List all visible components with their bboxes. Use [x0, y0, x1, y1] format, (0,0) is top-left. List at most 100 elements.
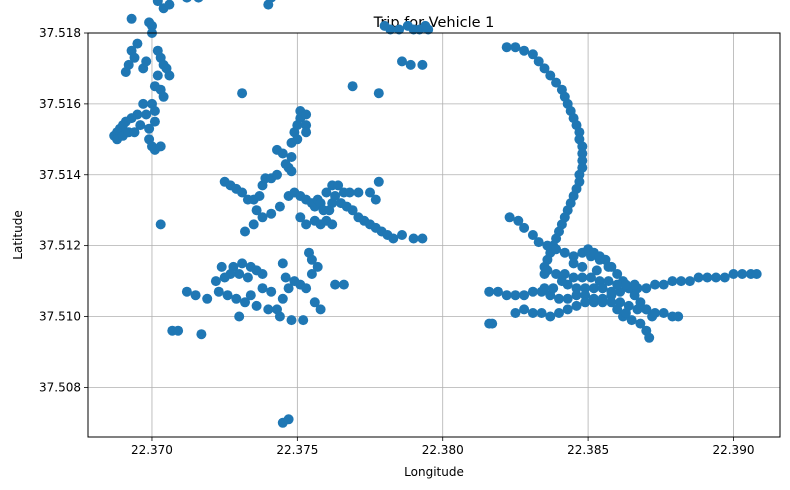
- data-point: [155, 141, 166, 152]
- data-point: [577, 141, 588, 152]
- data-point: [333, 180, 344, 191]
- data-point: [347, 205, 358, 216]
- data-point: [257, 212, 268, 223]
- data-point: [519, 304, 530, 315]
- data-point: [650, 308, 660, 318]
- data-point: [213, 286, 224, 297]
- data-point: [330, 191, 341, 201]
- data-point: [388, 233, 399, 244]
- data-point: [501, 290, 512, 301]
- x-tick-label: 22.385: [567, 443, 609, 457]
- data-point: [274, 311, 285, 322]
- data-point: [129, 127, 140, 138]
- data-point: [580, 290, 591, 301]
- data-point: [562, 304, 573, 315]
- data-point: [120, 67, 131, 77]
- data-point: [574, 127, 585, 138]
- y-axis-label: Latitude: [11, 210, 25, 259]
- data-point: [600, 254, 611, 265]
- data-point: [597, 297, 608, 308]
- data-point: [283, 283, 294, 294]
- data-points: [109, 0, 762, 428]
- x-axis-label: Longitude: [404, 465, 464, 479]
- data-point: [315, 304, 326, 315]
- data-point: [222, 290, 233, 301]
- data-point: [568, 258, 579, 269]
- data-point: [551, 77, 562, 88]
- data-point: [711, 272, 721, 283]
- y-tick-label: 37.514: [39, 168, 81, 182]
- data-point: [240, 297, 250, 308]
- data-point: [394, 24, 405, 35]
- data-point: [373, 176, 384, 187]
- data-point: [144, 123, 155, 134]
- data-point: [551, 269, 562, 279]
- data-point: [327, 219, 338, 230]
- y-tick-label: 37.516: [39, 97, 81, 111]
- y-tick-label: 37.510: [39, 310, 81, 324]
- data-point: [484, 286, 495, 297]
- data-point: [344, 187, 355, 198]
- data-point: [210, 276, 221, 287]
- data-point: [562, 293, 573, 304]
- data-point: [536, 308, 547, 318]
- data-point: [626, 315, 637, 326]
- x-axis-ticks: 22.370 22.375 22.380 22.385 22.390: [131, 437, 754, 457]
- data-point: [519, 45, 530, 56]
- data-point: [330, 279, 341, 290]
- data-point: [245, 290, 256, 301]
- data-point: [737, 269, 748, 279]
- data-point: [231, 293, 242, 304]
- data-point: [182, 0, 192, 3]
- data-point: [629, 279, 640, 290]
- data-point: [370, 194, 381, 205]
- data-point: [510, 290, 521, 301]
- data-point: [603, 276, 614, 287]
- data-point: [644, 332, 655, 343]
- data-point: [417, 233, 428, 244]
- data-point: [138, 98, 149, 109]
- data-point: [301, 120, 312, 131]
- data-point: [405, 59, 416, 70]
- data-point: [612, 269, 623, 279]
- data-point: [658, 308, 669, 318]
- data-point: [568, 272, 579, 283]
- data-point: [542, 265, 553, 276]
- data-point: [286, 166, 297, 177]
- data-point: [620, 279, 631, 290]
- data-point: [533, 237, 544, 248]
- data-point: [251, 300, 262, 311]
- data-point: [641, 283, 652, 294]
- data-point: [301, 283, 312, 294]
- data-point: [556, 276, 567, 287]
- data-point: [559, 247, 570, 258]
- data-point: [202, 293, 213, 304]
- data-point: [152, 70, 163, 81]
- data-point: [417, 59, 428, 70]
- data-point: [149, 106, 160, 116]
- data-point: [141, 56, 152, 67]
- data-point: [397, 230, 407, 240]
- data-point: [306, 269, 317, 279]
- x-tick-label: 22.375: [276, 443, 318, 457]
- data-point: [306, 254, 317, 265]
- data-point: [577, 272, 588, 283]
- data-point: [266, 208, 277, 219]
- data-point: [554, 293, 564, 304]
- data-point: [132, 38, 143, 49]
- data-point: [510, 308, 521, 318]
- data-point: [751, 269, 762, 279]
- data-point: [527, 308, 538, 318]
- data-point: [542, 240, 553, 251]
- y-axis-ticks: 37.508 37.510 37.512 37.514 37.516 37.518: [39, 26, 88, 394]
- y-tick-label: 37.518: [39, 26, 81, 40]
- data-point: [551, 244, 562, 255]
- data-point: [251, 205, 262, 216]
- data-point: [408, 233, 419, 244]
- data-point: [612, 279, 623, 290]
- data-point: [219, 272, 230, 283]
- data-point: [420, 20, 431, 31]
- data-point: [149, 116, 160, 127]
